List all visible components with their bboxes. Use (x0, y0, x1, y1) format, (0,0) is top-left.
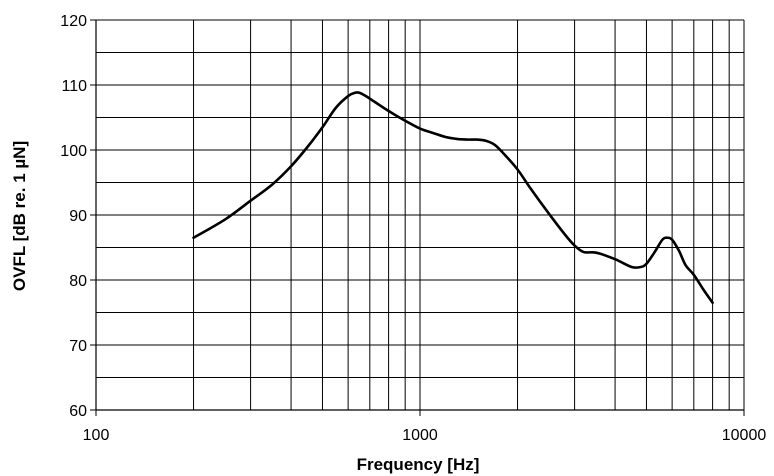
y-tick-label: 90 (69, 208, 87, 225)
y-tick-label: 100 (60, 143, 87, 160)
y-tick-label: 80 (69, 273, 87, 290)
y-axis-title: OVFL [dB re. 1 µN] (10, 141, 29, 291)
y-tick-label: 110 (61, 78, 87, 95)
y-tick-label: 70 (69, 338, 87, 355)
data-layer (192, 91, 714, 305)
x-axis-title: Frequency [Hz] (357, 455, 480, 474)
x-tick-label: 100 (83, 427, 110, 444)
y-axis: 60 70 80 90 100 110 120 (60, 13, 96, 420)
x-tick-label: 1000 (402, 427, 438, 444)
grid (95, 19, 745, 411)
x-tick-label: 10000 (722, 427, 767, 444)
series-line (192, 91, 714, 305)
y-tick-label: 60 (69, 403, 87, 420)
x-axis: 100 1000 10000 (83, 410, 767, 444)
y-tick-label: 120 (60, 13, 87, 30)
